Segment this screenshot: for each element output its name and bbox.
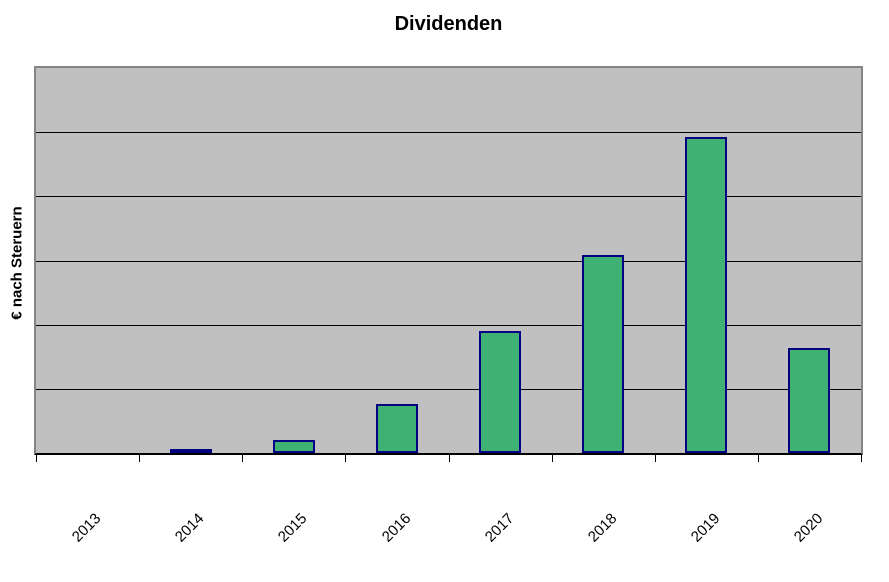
bar-2015	[272, 440, 315, 453]
x-axis-tick	[36, 455, 37, 462]
gridline	[36, 324, 861, 326]
x-axis-label-2017: 2017	[481, 510, 518, 546]
bar-2016	[375, 404, 418, 453]
x-axis-tick	[757, 455, 759, 462]
x-axis-tick	[139, 455, 141, 462]
x-axis-label-2013: 2013	[68, 510, 105, 546]
x-axis-label-2015: 2015	[275, 510, 311, 546]
bar-2019	[685, 137, 728, 453]
x-axis-tick	[861, 455, 862, 462]
bar-2014	[169, 449, 212, 453]
gridline	[36, 132, 861, 134]
x-axis-label-2018: 2018	[584, 510, 621, 546]
x-axis-tick	[345, 455, 347, 462]
plot-area	[34, 66, 863, 455]
x-axis-tick	[654, 455, 656, 462]
gridline	[36, 260, 861, 262]
x-axis-label-2019: 2019	[687, 510, 724, 546]
bar-2017	[479, 331, 522, 453]
x-axis-label-2014: 2014	[172, 510, 208, 546]
x-axis-label-2020: 2020	[790, 510, 827, 546]
gridline	[36, 388, 861, 390]
x-axis-tick	[448, 455, 450, 462]
gridline	[36, 196, 861, 198]
x-axis-tick	[551, 455, 553, 462]
bar-2020	[788, 348, 831, 453]
bar-2018	[582, 255, 625, 453]
y-axis-title: € nach Steruern	[8, 206, 26, 320]
x-axis-label-2016: 2016	[378, 510, 414, 546]
chart-title: Dividenden	[394, 13, 503, 35]
x-axis-tick	[242, 455, 244, 462]
